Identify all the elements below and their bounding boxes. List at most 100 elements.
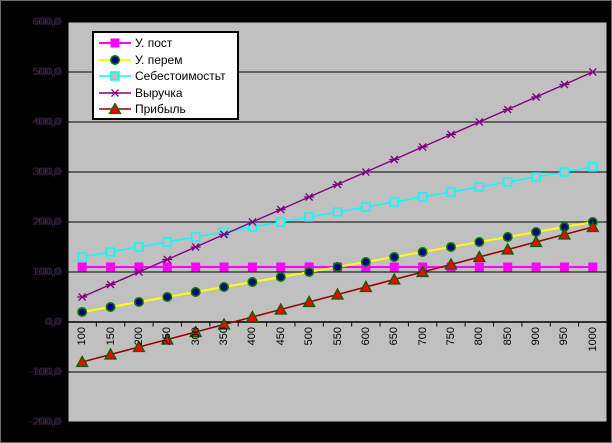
marker-star bbox=[247, 218, 258, 226]
x-axis-tick-label: 350 bbox=[218, 327, 231, 346]
y-axis-tick-label: 200,0 bbox=[33, 216, 61, 228]
x-axis-tick-label: 950 bbox=[558, 327, 571, 346]
marker-star bbox=[77, 293, 88, 301]
legend[interactable]: У. пост У. перем Себестоимостьт Выручка … bbox=[92, 31, 239, 120]
marker-square bbox=[110, 38, 120, 48]
marker-open-square bbox=[190, 232, 201, 242]
marker-circle bbox=[502, 232, 513, 243]
y-axis-tick-label: 300,0 bbox=[33, 166, 61, 178]
marker-open-square bbox=[474, 182, 485, 192]
x-axis-tick-label: 1000 bbox=[586, 327, 599, 352]
marker-triangle bbox=[529, 235, 543, 248]
marker-square bbox=[361, 262, 371, 272]
legend-label-u-post: У. пост bbox=[135, 36, 173, 51]
marker-square bbox=[106, 262, 116, 272]
marker-open-square bbox=[276, 217, 286, 227]
legend-label-sebestoimost: Себестоимостьт bbox=[135, 69, 226, 84]
marker-star bbox=[389, 155, 400, 164]
marker-star bbox=[133, 268, 144, 276]
marker-circle bbox=[417, 247, 428, 258]
x-axis-tick-label: 300 bbox=[189, 327, 202, 346]
marker-open-square bbox=[105, 247, 116, 257]
y-axis-tick-label: 600,0 bbox=[33, 16, 61, 28]
marker-square bbox=[503, 262, 513, 272]
legend-sample-square-marker bbox=[99, 38, 131, 48]
x-axis-tick-label: 250 bbox=[161, 327, 174, 346]
marker-triangle bbox=[330, 287, 345, 300]
marker-square bbox=[134, 262, 144, 272]
y-axis-tick-label: -200,0 bbox=[29, 416, 61, 428]
marker-star bbox=[105, 280, 116, 289]
x-axis-tick-label: 900 bbox=[530, 327, 543, 346]
marker-triangle bbox=[189, 325, 203, 338]
marker-triangle bbox=[245, 310, 259, 323]
marker-open-square bbox=[110, 71, 120, 81]
marker-triangle bbox=[108, 103, 122, 115]
marker-open-square bbox=[77, 252, 87, 262]
marker-star bbox=[190, 243, 201, 251]
x-axis-tick-label: 800 bbox=[473, 327, 486, 346]
marker-triangle bbox=[274, 302, 288, 315]
legend-item-u-post[interactable]: У. пост bbox=[99, 35, 237, 52]
marker-open-square bbox=[332, 207, 343, 217]
legend-item-u-perem[interactable]: У. перем bbox=[99, 52, 237, 69]
marker-square bbox=[77, 262, 87, 272]
x-axis-tick-label: 850 bbox=[501, 327, 514, 346]
marker-open-square bbox=[531, 172, 541, 182]
marker-square bbox=[474, 262, 484, 272]
marker-triangle bbox=[75, 355, 89, 368]
y-axis-tick-label: 0,0 bbox=[45, 316, 61, 328]
marker-circle bbox=[247, 276, 258, 287]
marker-star bbox=[162, 255, 173, 264]
marker-triangle bbox=[586, 220, 600, 233]
legend-item-vyruchka[interactable]: Выручка bbox=[99, 85, 237, 102]
marker-open-square bbox=[446, 187, 456, 197]
x-axis-tick-label: 450 bbox=[274, 327, 287, 346]
marker-square bbox=[191, 262, 201, 272]
marker-open-square bbox=[304, 212, 314, 222]
marker-triangle bbox=[302, 295, 316, 308]
marker-circle bbox=[162, 291, 173, 302]
legend-label-vyruchka: Выручка bbox=[135, 85, 183, 100]
marker-square bbox=[389, 262, 399, 272]
x-axis-tick-label: 200 bbox=[132, 327, 145, 346]
legend-label-u-perem: У. перем bbox=[135, 52, 183, 67]
marker-triangle bbox=[416, 265, 430, 278]
marker-star bbox=[219, 230, 230, 239]
marker-star bbox=[304, 193, 315, 201]
marker-square bbox=[304, 262, 314, 272]
marker-circle bbox=[531, 227, 542, 238]
marker-triangle bbox=[472, 250, 486, 263]
marker-star bbox=[531, 93, 542, 101]
marker-open-square bbox=[389, 197, 399, 207]
marker-square bbox=[559, 262, 569, 272]
legend-sample-circle-marker bbox=[99, 54, 131, 65]
marker-circle bbox=[190, 286, 201, 297]
marker-star bbox=[110, 88, 120, 97]
marker-circle bbox=[389, 252, 400, 263]
legend-sample-star-marker bbox=[99, 88, 131, 97]
marker-star bbox=[502, 105, 513, 114]
marker-circle bbox=[332, 261, 343, 272]
marker-triangle bbox=[217, 317, 231, 330]
marker-star bbox=[417, 143, 428, 151]
marker-triangle bbox=[501, 242, 515, 255]
marker-circle bbox=[474, 237, 485, 248]
marker-circle bbox=[77, 306, 88, 317]
legend-item-pribyl[interactable]: Прибыль bbox=[99, 101, 237, 118]
marker-star bbox=[474, 118, 485, 126]
marker-triangle bbox=[387, 272, 401, 285]
x-axis-tick-label: 600 bbox=[359, 327, 372, 346]
x-axis-tick-label: 700 bbox=[416, 327, 429, 346]
x-axis-tick-label: 100 bbox=[76, 327, 89, 346]
y-axis-tick-label: 400,0 bbox=[33, 116, 61, 128]
x-axis-tick-label: 500 bbox=[303, 327, 316, 346]
marker-open-square bbox=[134, 242, 144, 252]
legend-item-sebestoimost[interactable]: Себестоимостьт bbox=[99, 68, 237, 85]
x-axis-tick-label: 750 bbox=[444, 327, 457, 346]
marker-star bbox=[275, 205, 286, 214]
marker-star bbox=[332, 180, 343, 189]
x-axis-tick-label: 150 bbox=[104, 327, 117, 346]
marker-circle bbox=[360, 256, 371, 267]
